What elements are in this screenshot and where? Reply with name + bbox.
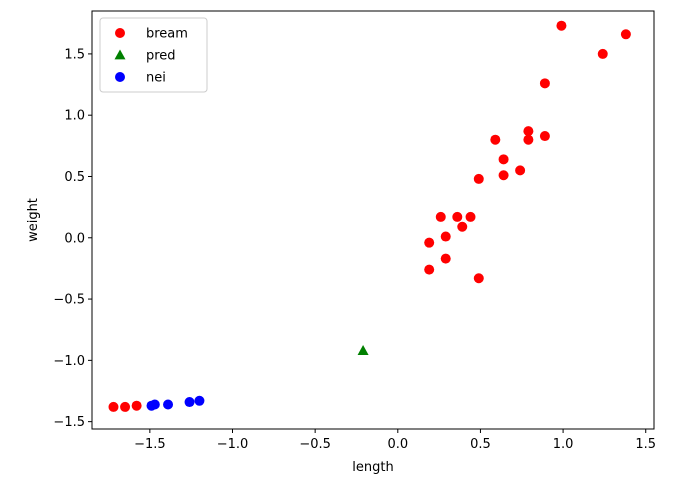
bream-point — [523, 134, 534, 145]
axes-frame — [91, 10, 655, 430]
nei-point — [149, 399, 160, 410]
nei-point — [194, 395, 205, 406]
bream-point — [473, 273, 484, 284]
nei-point — [184, 397, 195, 408]
y-axis-label: weight — [26, 198, 41, 242]
y-axis-ticks: −1.5 −1.0 −0.5 0.0 0.5 1.0 1.5 — [53, 47, 92, 430]
x-tick-label: −1.0 — [217, 437, 249, 452]
y-tick-label: 1.5 — [64, 47, 85, 62]
bream-point — [597, 48, 608, 59]
legend-item-nei: nei — [115, 71, 166, 86]
y-tick-label: −1.5 — [53, 415, 85, 430]
x-axis-label: length — [352, 460, 393, 475]
series-bream — [108, 20, 631, 412]
bream-point — [424, 264, 435, 275]
legend-marker-pred — [114, 49, 126, 60]
bream-point — [465, 211, 476, 222]
bream-point — [440, 231, 451, 242]
x-tick-label: 1.5 — [635, 437, 656, 452]
legend-label: bream — [146, 27, 188, 42]
x-tick-label: 1.0 — [553, 437, 574, 452]
bream-point — [539, 78, 550, 89]
bream-point — [556, 20, 567, 31]
bream-point — [435, 211, 446, 222]
legend-label: nei — [146, 71, 166, 86]
bream-point — [120, 401, 131, 412]
legend-item-bream: bream — [115, 27, 188, 42]
nei-point — [163, 399, 174, 410]
bream-point — [498, 154, 509, 165]
y-tick-label: 0.0 — [64, 231, 85, 246]
bream-point — [490, 134, 501, 145]
bream-point — [539, 131, 550, 142]
bream-point — [498, 170, 509, 181]
bream-point — [424, 237, 435, 248]
x-axis-ticks: −1.5 −1.0 −0.5 0.0 0.5 1.0 1.5 — [134, 429, 656, 452]
pred-point — [357, 345, 369, 355]
x-tick-label: 0.5 — [470, 437, 491, 452]
bream-point — [523, 126, 534, 137]
series-nei — [146, 395, 205, 411]
legend-marker-bream — [115, 28, 125, 38]
y-tick-label: −1.0 — [53, 354, 85, 369]
plot-area — [108, 20, 631, 412]
legend-item-pred: pred — [114, 49, 176, 64]
bream-point — [131, 400, 142, 411]
y-tick-label: 0.5 — [64, 170, 85, 185]
bream-point — [440, 253, 451, 264]
x-tick-label: −1.5 — [134, 437, 166, 452]
bream-point — [108, 401, 119, 412]
legend-box — [99, 17, 208, 93]
legend-label: pred — [146, 49, 176, 64]
y-tick-label: 1.0 — [64, 109, 85, 124]
x-tick-label: −0.5 — [299, 437, 331, 452]
legend-marker-nei — [115, 72, 125, 82]
legend: bream pred nei — [99, 17, 208, 93]
bream-point — [515, 165, 526, 176]
bream-point — [473, 173, 484, 184]
x-tick-label: 0.0 — [387, 437, 408, 452]
bream-point — [452, 211, 463, 222]
bream-point — [457, 221, 468, 232]
series-pred — [357, 345, 369, 355]
y-tick-label: −0.5 — [53, 293, 85, 308]
bream-point — [620, 29, 631, 40]
